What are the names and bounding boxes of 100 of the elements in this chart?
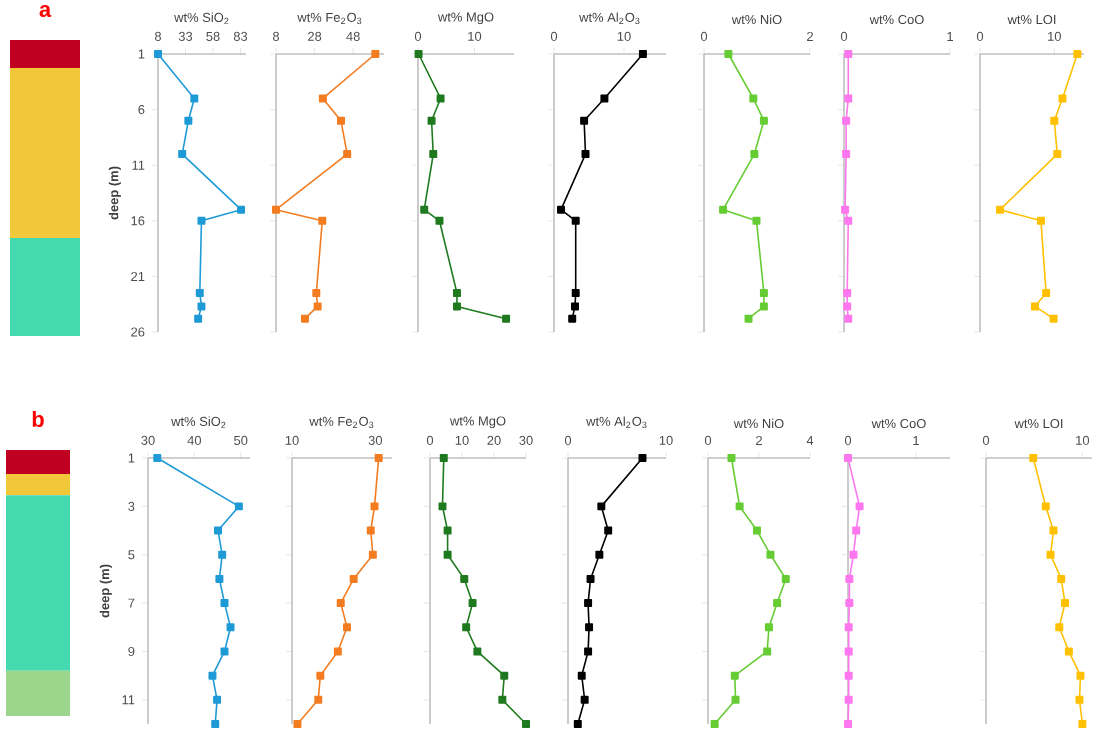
point bbox=[500, 671, 509, 680]
point bbox=[214, 526, 222, 535]
point bbox=[996, 205, 1005, 214]
point bbox=[460, 574, 469, 583]
point bbox=[719, 205, 728, 214]
point bbox=[1055, 623, 1064, 632]
point bbox=[178, 150, 187, 159]
point bbox=[766, 550, 775, 559]
point bbox=[845, 574, 854, 583]
point bbox=[337, 116, 345, 125]
point bbox=[313, 302, 322, 311]
point bbox=[586, 574, 595, 583]
point bbox=[312, 289, 321, 298]
point bbox=[595, 550, 604, 559]
point bbox=[1050, 116, 1059, 125]
point bbox=[759, 116, 768, 125]
point bbox=[581, 150, 590, 159]
point bbox=[293, 720, 302, 728]
point bbox=[427, 116, 436, 125]
point bbox=[844, 695, 853, 704]
point bbox=[473, 647, 482, 656]
point bbox=[844, 647, 853, 656]
point bbox=[195, 289, 204, 298]
bar bbox=[6, 670, 70, 716]
point bbox=[349, 574, 358, 583]
point bbox=[343, 150, 352, 159]
point bbox=[220, 647, 229, 656]
bar bbox=[6, 450, 70, 474]
point bbox=[600, 94, 609, 103]
point bbox=[580, 116, 589, 125]
point bbox=[1029, 454, 1038, 462]
point bbox=[429, 150, 438, 159]
point bbox=[154, 50, 162, 58]
chart-title: b bbox=[32, 410, 44, 428]
point bbox=[439, 454, 448, 462]
point bbox=[374, 454, 383, 462]
point bbox=[443, 526, 452, 535]
point bbox=[452, 302, 461, 311]
point bbox=[731, 695, 740, 704]
bar bbox=[6, 473, 70, 496]
point bbox=[710, 720, 719, 728]
point bbox=[844, 94, 853, 103]
point bbox=[370, 502, 379, 511]
point bbox=[1046, 550, 1055, 559]
point bbox=[573, 720, 582, 728]
point bbox=[272, 205, 280, 214]
point bbox=[842, 150, 851, 159]
point bbox=[577, 671, 586, 680]
point bbox=[211, 720, 220, 728]
point bbox=[237, 205, 246, 214]
point bbox=[750, 150, 759, 159]
point bbox=[584, 599, 593, 608]
point bbox=[597, 502, 606, 511]
point bbox=[318, 216, 327, 225]
point bbox=[844, 314, 853, 323]
point bbox=[371, 50, 380, 58]
point bbox=[1031, 302, 1039, 311]
point bbox=[724, 50, 733, 58]
point bbox=[580, 695, 589, 704]
point bbox=[1049, 526, 1058, 535]
point bbox=[215, 574, 224, 583]
point bbox=[522, 720, 530, 728]
point bbox=[443, 550, 452, 559]
point bbox=[852, 526, 861, 535]
point bbox=[844, 454, 852, 462]
point bbox=[638, 454, 647, 462]
point bbox=[749, 94, 758, 103]
point bbox=[318, 94, 327, 103]
point bbox=[468, 599, 477, 608]
point bbox=[153, 454, 162, 462]
point bbox=[213, 695, 222, 704]
chart-title: a bbox=[39, 5, 52, 17]
point bbox=[604, 526, 613, 535]
point bbox=[763, 647, 772, 656]
point bbox=[1036, 216, 1045, 225]
point bbox=[844, 50, 853, 58]
point bbox=[1076, 671, 1085, 680]
point bbox=[571, 302, 579, 311]
point bbox=[844, 720, 852, 728]
point bbox=[1057, 574, 1066, 583]
point bbox=[336, 599, 345, 608]
point bbox=[197, 302, 206, 311]
point bbox=[1073, 50, 1082, 58]
point bbox=[343, 623, 351, 632]
point bbox=[316, 671, 325, 680]
point bbox=[208, 671, 217, 680]
point bbox=[727, 454, 736, 462]
point bbox=[843, 289, 852, 298]
point bbox=[498, 695, 507, 704]
point bbox=[184, 116, 193, 125]
point bbox=[452, 289, 461, 298]
point bbox=[226, 623, 235, 632]
point bbox=[584, 647, 593, 656]
point bbox=[194, 314, 203, 323]
point bbox=[844, 623, 853, 632]
point bbox=[568, 314, 577, 323]
point bbox=[844, 216, 853, 225]
point bbox=[735, 502, 744, 511]
point bbox=[190, 94, 199, 103]
point bbox=[366, 526, 375, 535]
